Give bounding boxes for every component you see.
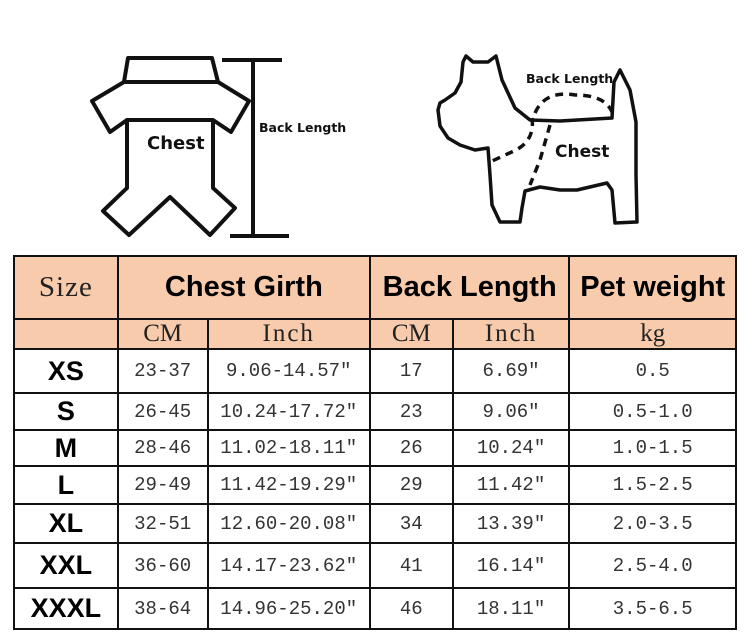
weight-cell: 0.5-1.0 bbox=[568, 392, 737, 431]
dog-measure-dashes bbox=[489, 92, 614, 186]
chest-cm-cell: 36-60 bbox=[116, 542, 209, 589]
chest-cm-cell: 23-37 bbox=[116, 348, 209, 394]
table-row: XS 23-37 9.06-14.57″ 17 6.69″ 0.5 bbox=[13, 348, 737, 394]
chest-inch-cell: 9.06-14.57″ bbox=[206, 348, 371, 394]
chest-inch-cell: 14.96-25.20″ bbox=[206, 587, 371, 630]
size-cell: XXL bbox=[13, 542, 119, 589]
table-row: XL 32-51 12.60-20.08″ 34 13.39″ 2.0-3.5 bbox=[13, 503, 737, 544]
table-row: XXL 36-60 14.17-23.62″ 41 16.14″ 2.5-4.0 bbox=[13, 542, 737, 589]
size-cell: L bbox=[13, 465, 119, 505]
garment-outline bbox=[90, 56, 251, 237]
back-inch-cell: 13.39″ bbox=[451, 503, 571, 544]
units-row: CM Inch CM Inch kg bbox=[13, 318, 737, 350]
chest-inch-cell: 11.02-18.11″ bbox=[206, 429, 371, 467]
size-cell: S bbox=[13, 392, 119, 431]
weight-cell: 2.5-4.0 bbox=[568, 542, 737, 589]
header-row: Size Chest Girth Back Length Pet weight bbox=[13, 255, 737, 320]
dog-back-length-label: Back Length bbox=[526, 71, 614, 86]
unit-weight-kg: kg bbox=[568, 318, 737, 350]
back-inch-cell: 11.42″ bbox=[451, 465, 571, 505]
table-row: XXXL 38-64 14.96-25.20″ 46 18.11″ 3.5-6.5 bbox=[13, 587, 737, 630]
back-cm-cell: 34 bbox=[368, 503, 454, 544]
back-cm-cell: 41 bbox=[368, 542, 454, 589]
unit-chest-cm: CM bbox=[116, 318, 209, 350]
dog-chest-label: Chest bbox=[555, 142, 610, 162]
back-inch-cell: 16.14″ bbox=[451, 542, 571, 589]
weight-cell: 1.0-1.5 bbox=[568, 429, 737, 467]
back-inch-cell: 10.24″ bbox=[451, 429, 571, 467]
units-blank bbox=[13, 318, 119, 350]
size-cell: XL bbox=[13, 503, 119, 544]
unit-chest-inch: Inch bbox=[206, 318, 371, 350]
weight-cell: 2.0-3.5 bbox=[568, 503, 737, 544]
header-back-length: Back Length bbox=[368, 255, 571, 320]
garment-chest-label: Chest bbox=[147, 133, 205, 154]
back-inch-cell: 9.06″ bbox=[451, 392, 571, 431]
size-cell: XS bbox=[13, 348, 119, 394]
table-row: L 29-49 11.42-19.29″ 29 11.42″ 1.5-2.5 bbox=[13, 465, 737, 505]
unit-back-inch: Inch bbox=[451, 318, 571, 350]
back-cm-cell: 29 bbox=[368, 465, 454, 505]
table-row: S 26-45 10.24-17.72″ 23 9.06″ 0.5-1.0 bbox=[13, 392, 737, 431]
back-cm-cell: 46 bbox=[368, 587, 454, 630]
size-chart-table: Size Chest Girth Back Length Pet weight … bbox=[13, 255, 737, 630]
header-chest-girth: Chest Girth bbox=[116, 255, 371, 320]
weight-cell: 1.5-2.5 bbox=[568, 465, 737, 505]
back-length-measure bbox=[222, 58, 289, 238]
chest-cm-cell: 26-45 bbox=[116, 392, 209, 431]
back-cm-cell: 26 bbox=[368, 429, 454, 467]
back-inch-cell: 6.69″ bbox=[451, 348, 571, 394]
back-cm-cell: 23 bbox=[368, 392, 454, 431]
weight-cell: 3.5-6.5 bbox=[568, 587, 737, 630]
size-cell: XXXL bbox=[13, 587, 119, 630]
chest-inch-cell: 10.24-17.72″ bbox=[206, 392, 371, 431]
back-cm-cell: 17 bbox=[368, 348, 454, 394]
chest-inch-cell: 11.42-19.29″ bbox=[206, 465, 371, 505]
chest-cm-cell: 29-49 bbox=[116, 465, 209, 505]
unit-back-cm: CM bbox=[368, 318, 454, 350]
garment-back-length-label: Back Length bbox=[259, 120, 347, 135]
size-cell: M bbox=[13, 429, 119, 467]
header-size: Size bbox=[13, 255, 119, 320]
chest-cm-cell: 32-51 bbox=[116, 503, 209, 544]
chest-cm-cell: 38-64 bbox=[116, 587, 209, 630]
header-pet-weight: Pet weight bbox=[568, 255, 737, 320]
chest-inch-cell: 14.17-23.62″ bbox=[206, 542, 371, 589]
chest-cm-cell: 28-46 bbox=[116, 429, 209, 467]
dog-outline bbox=[436, 54, 639, 225]
back-inch-cell: 18.11″ bbox=[451, 587, 571, 630]
chest-inch-cell: 12.60-20.08″ bbox=[206, 503, 371, 544]
measurement-diagrams bbox=[90, 54, 639, 238]
weight-cell: 0.5 bbox=[568, 348, 737, 394]
table-row: M 28-46 11.02-18.11″ 26 10.24″ 1.0-1.5 bbox=[13, 429, 737, 467]
